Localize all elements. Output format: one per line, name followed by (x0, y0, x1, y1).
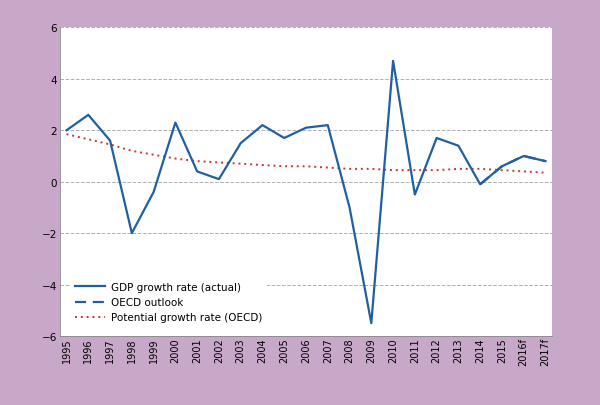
Potential growth rate (OECD) (302, 164, 310, 169)
GDP growth rate (actual) (476, 182, 484, 187)
OECD outlook (542, 159, 549, 164)
Potential growth rate (OECD) (106, 143, 113, 147)
GDP growth rate (actual) (237, 141, 244, 146)
GDP growth rate (actual) (281, 136, 288, 141)
GDP growth rate (actual) (346, 205, 353, 210)
GDP growth rate (actual) (85, 113, 92, 118)
GDP growth rate (actual) (455, 144, 462, 149)
GDP growth rate (actual) (499, 164, 506, 169)
Potential growth rate (OECD) (128, 149, 136, 154)
GDP growth rate (actual) (389, 59, 397, 64)
Potential growth rate (OECD) (259, 163, 266, 168)
GDP growth rate (actual) (150, 190, 157, 195)
Potential growth rate (OECD) (85, 137, 92, 142)
Legend: GDP growth rate (actual), OECD outlook, Potential growth rate (OECD): GDP growth rate (actual), OECD outlook, … (70, 277, 268, 328)
Potential growth rate (OECD) (520, 170, 527, 175)
Potential growth rate (OECD) (499, 168, 506, 173)
Potential growth rate (OECD) (150, 153, 157, 158)
Potential growth rate (OECD) (237, 162, 244, 167)
GDP growth rate (actual) (542, 159, 549, 164)
GDP growth rate (actual) (106, 139, 113, 144)
GDP growth rate (actual) (368, 321, 375, 326)
Potential growth rate (OECD) (389, 168, 397, 173)
Potential growth rate (OECD) (455, 167, 462, 172)
Potential growth rate (OECD) (324, 166, 331, 171)
Potential growth rate (OECD) (63, 132, 70, 137)
GDP growth rate (actual) (194, 170, 201, 175)
Potential growth rate (OECD) (476, 167, 484, 172)
Potential growth rate (OECD) (542, 171, 549, 176)
GDP growth rate (actual) (63, 128, 70, 133)
OECD outlook (520, 154, 527, 159)
OECD outlook (499, 164, 506, 169)
GDP growth rate (actual) (172, 121, 179, 126)
Line: Potential growth rate (OECD): Potential growth rate (OECD) (67, 135, 545, 173)
GDP growth rate (actual) (324, 124, 331, 128)
Line: OECD outlook: OECD outlook (480, 157, 545, 185)
GDP growth rate (actual) (215, 177, 223, 182)
Potential growth rate (OECD) (172, 157, 179, 162)
GDP growth rate (actual) (259, 124, 266, 128)
Potential growth rate (OECD) (368, 167, 375, 172)
OECD outlook (476, 182, 484, 187)
GDP growth rate (actual) (433, 136, 440, 141)
Potential growth rate (OECD) (215, 160, 223, 165)
GDP growth rate (actual) (520, 154, 527, 159)
Potential growth rate (OECD) (346, 167, 353, 172)
Line: GDP growth rate (actual): GDP growth rate (actual) (67, 62, 545, 323)
Potential growth rate (OECD) (281, 164, 288, 169)
Potential growth rate (OECD) (194, 159, 201, 164)
Potential growth rate (OECD) (433, 168, 440, 173)
GDP growth rate (actual) (411, 193, 418, 198)
GDP growth rate (actual) (128, 231, 136, 236)
Potential growth rate (OECD) (411, 168, 418, 173)
GDP growth rate (actual) (302, 126, 310, 131)
